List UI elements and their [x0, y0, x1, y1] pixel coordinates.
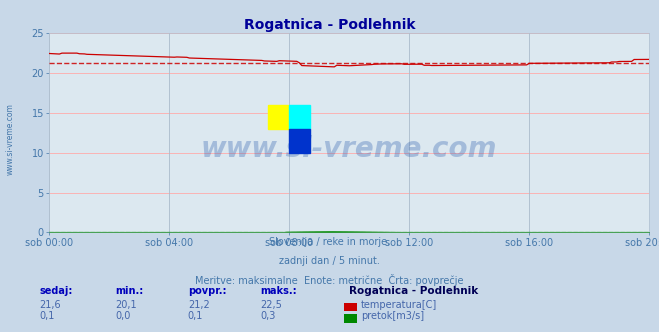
Bar — [289, 105, 310, 129]
Text: maks.:: maks.: — [260, 286, 297, 296]
Text: pretok[m3/s]: pretok[m3/s] — [361, 311, 424, 321]
Text: 21,2: 21,2 — [188, 300, 210, 310]
Text: Slovenija / reke in morje.: Slovenija / reke in morje. — [269, 237, 390, 247]
Text: temperatura[C]: temperatura[C] — [361, 300, 438, 310]
Text: www.si-vreme.com: www.si-vreme.com — [5, 104, 14, 175]
Text: 0,1: 0,1 — [188, 311, 203, 321]
Text: Meritve: maksimalne  Enote: metrične  Črta: povprečje: Meritve: maksimalne Enote: metrične Črta… — [195, 274, 464, 286]
Text: sedaj:: sedaj: — [40, 286, 73, 296]
Text: 20,1: 20,1 — [115, 300, 137, 310]
Text: 0,1: 0,1 — [40, 311, 55, 321]
Text: 0,3: 0,3 — [260, 311, 275, 321]
Text: 0,0: 0,0 — [115, 311, 130, 321]
Text: Rogatnica - Podlehnik: Rogatnica - Podlehnik — [244, 18, 415, 32]
Text: povpr.:: povpr.: — [188, 286, 226, 296]
Text: www.si-vreme.com: www.si-vreme.com — [201, 135, 498, 163]
Text: Rogatnica - Podlehnik: Rogatnica - Podlehnik — [349, 286, 478, 296]
Text: min.:: min.: — [115, 286, 144, 296]
Text: 21,6: 21,6 — [40, 300, 61, 310]
Text: zadnji dan / 5 minut.: zadnji dan / 5 minut. — [279, 256, 380, 266]
Bar — [289, 129, 310, 153]
Bar — [268, 105, 289, 129]
Text: 22,5: 22,5 — [260, 300, 282, 310]
